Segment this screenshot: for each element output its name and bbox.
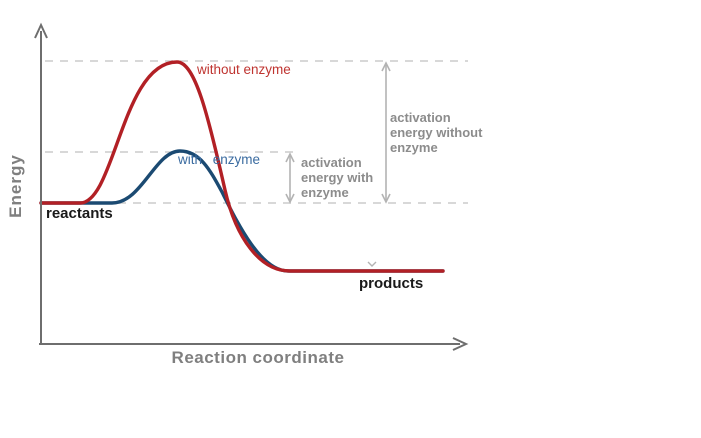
activation-energy-without-enzyme-arrow-up-arrowhead-icon (381, 61, 391, 72)
activation-energy-with-enzyme-arrow-up-arrowhead-icon (285, 152, 295, 163)
reactants-label: reactants (46, 205, 113, 222)
with-enzyme-curve-label: with enzyme (178, 152, 261, 167)
x-axis-label: Reaction coordinate (171, 348, 345, 367)
y-axis-label: Energy (6, 154, 25, 218)
without-enzyme-curve (39, 60, 445, 273)
activation-energy-with-enzyme-arrow-down-arrowhead-icon (285, 193, 295, 204)
products-level-tick-icon (367, 261, 377, 267)
activation-energy-without-enzyme-label: activation energy without enzyme (390, 110, 483, 155)
x-axis-arrowhead-icon (452, 337, 469, 351)
activation-energy-with-enzyme-label: activation energy with enzyme (301, 155, 374, 200)
y-axis-arrowhead-icon (34, 22, 48, 39)
with-enzyme-curve (39, 149, 445, 273)
products-label: products (359, 275, 424, 292)
without-enzyme-curve-label: without enzyme (197, 62, 291, 77)
activation-energy-without-enzyme-arrow-down-arrowhead-icon (381, 193, 391, 204)
